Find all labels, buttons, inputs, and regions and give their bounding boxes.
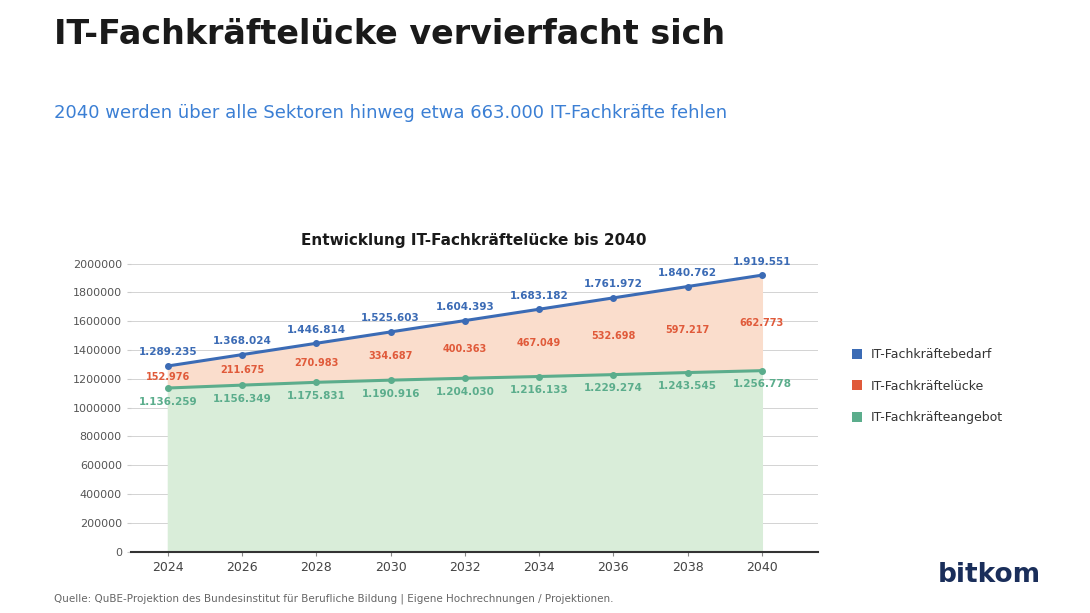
Text: 532.698: 532.698: [591, 331, 635, 341]
Text: 1.289.235: 1.289.235: [138, 348, 197, 357]
Text: 1.229.274: 1.229.274: [584, 383, 643, 394]
Text: 1.190.916: 1.190.916: [362, 389, 420, 399]
Text: 1.683.182: 1.683.182: [510, 291, 569, 300]
Text: 662.773: 662.773: [740, 318, 784, 328]
Text: 1.840.762: 1.840.762: [658, 268, 717, 278]
Text: 211.675: 211.675: [220, 365, 264, 375]
Text: 270.983: 270.983: [294, 358, 339, 368]
Text: 597.217: 597.217: [666, 324, 710, 335]
Text: 1.368.024: 1.368.024: [213, 336, 271, 346]
Text: 152.976: 152.976: [146, 372, 190, 382]
Text: 1.256.778: 1.256.778: [732, 379, 791, 389]
Text: 1.446.814: 1.446.814: [287, 325, 346, 335]
Text: Quelle: QuBE-Projektion des Bundesinstitut für Berufliche Bildung | Eigene Hochr: Quelle: QuBE-Projektion des Bundesinstit…: [54, 593, 614, 604]
Text: 1.243.545: 1.243.545: [658, 381, 717, 391]
Text: 2040 werden über alle Sektoren hinweg etwa 663.000 IT-Fachkräfte fehlen: 2040 werden über alle Sektoren hinweg et…: [54, 104, 728, 122]
Text: Entwicklung IT-Fachkräftelücke bis 2040: Entwicklung IT-Fachkräftelücke bis 2040: [302, 234, 646, 248]
Text: 1.204.030: 1.204.030: [435, 387, 494, 397]
Text: bitkom: bitkom: [937, 563, 1041, 588]
Text: 1.761.972: 1.761.972: [584, 280, 643, 289]
Text: 334.687: 334.687: [368, 351, 413, 361]
Text: 1.525.603: 1.525.603: [361, 313, 420, 323]
Text: 1.919.551: 1.919.551: [732, 256, 791, 267]
Legend: IT-Fachkräftebedarf, IT-Fachkräftelücke, IT-Fachkräfteangebot: IT-Fachkräftebedarf, IT-Fachkräftelücke,…: [846, 343, 1007, 430]
Text: 1.156.349: 1.156.349: [213, 394, 271, 404]
Text: 1.604.393: 1.604.393: [436, 302, 494, 312]
Text: 1.175.831: 1.175.831: [287, 391, 346, 401]
Text: 1.136.259: 1.136.259: [138, 397, 197, 406]
Text: 1.216.133: 1.216.133: [510, 385, 569, 395]
Text: IT-Fachkräftelücke vervierfacht sich: IT-Fachkräftelücke vervierfacht sich: [54, 18, 726, 51]
Text: 400.363: 400.363: [443, 345, 487, 354]
Text: 467.049: 467.049: [517, 338, 561, 348]
